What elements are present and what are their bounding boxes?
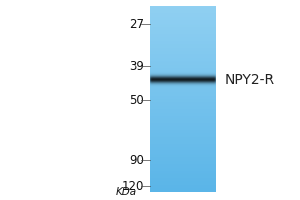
Text: KDa: KDa (116, 187, 136, 197)
Text: 120: 120 (122, 180, 144, 192)
Text: 39: 39 (129, 60, 144, 72)
Text: NPY2-R: NPY2-R (225, 73, 275, 87)
Text: 50: 50 (129, 94, 144, 106)
Text: 90: 90 (129, 154, 144, 166)
Text: 27: 27 (129, 18, 144, 30)
